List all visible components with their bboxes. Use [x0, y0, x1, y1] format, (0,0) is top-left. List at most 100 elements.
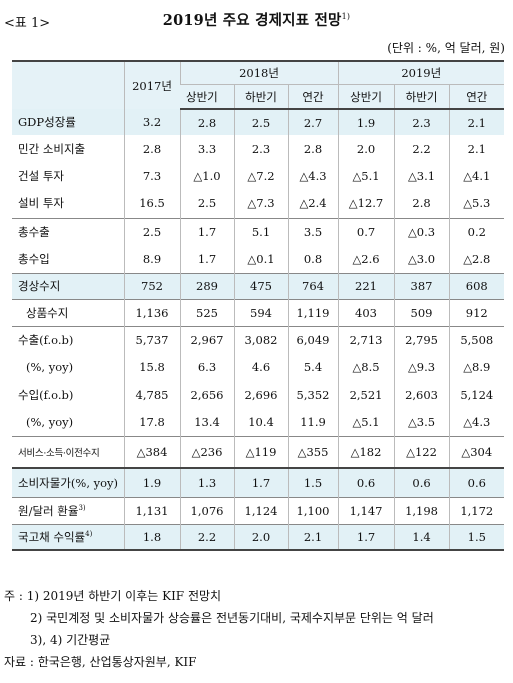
table-cell: 13.4 — [179, 408, 234, 436]
table-row: (%, yoy) 17.8 13.4 10.4 11.9 △5.1 △3.5 △4.3 — [12, 408, 505, 436]
row-label: 총수입 — [12, 245, 124, 273]
row-label: (%, yoy) — [12, 353, 124, 381]
row-label: GDP성장률 — [12, 109, 124, 135]
table-cell: 0.2 — [448, 217, 505, 245]
row-label-text: 수출(f.o.b) — [18, 332, 74, 347]
table-cell: △7.2 — [233, 162, 288, 189]
table-cell: 1,147 — [337, 496, 395, 524]
economic-indicators-table: 2017년 2018년 2019년 상반기 하반기 연간 상반기 하반기 연간 … — [12, 60, 505, 551]
table-cell: 1.7 — [337, 523, 395, 551]
table-cell: 5.4 — [287, 353, 339, 381]
unit-label: (단위 : %, 억 달러, 원) — [387, 41, 505, 55]
table-cell: 1.7 — [179, 217, 234, 245]
table-cell: 2.1 — [448, 135, 505, 162]
table-cell: △5.3 — [448, 189, 505, 218]
row-footnote: 3) — [78, 503, 86, 512]
table-cell: △2.4 — [287, 189, 339, 218]
row-label-text: 경상수지 — [18, 279, 61, 293]
table-cell: △1.0 — [179, 162, 234, 189]
table-cell: 11.9 — [287, 408, 339, 436]
table-cell: 912 — [448, 298, 505, 326]
table-cell: 1,131 — [123, 496, 180, 524]
table-cell: 509 — [393, 298, 450, 326]
table-cell: △0.3 — [393, 217, 450, 245]
table-cell: △4.3 — [448, 408, 505, 436]
table-row: 국고채 수익률4) 1.8 2.2 2.0 2.1 1.7 1.4 1.5 — [12, 523, 505, 551]
table-cell: 2.8 — [179, 109, 234, 135]
table-cell: 752 — [123, 272, 180, 299]
table-row: 총수입 8.9 1.7 △0.1 0.8 △2.6 △3.0 △2.8 — [12, 245, 505, 273]
table-header: <표 1> 2019년 주요 경제지표 전망1) — [0, 0, 513, 40]
row-label: 국고채 수익률4) — [12, 523, 124, 551]
table-cell: 4,785 — [123, 381, 180, 408]
table-row: 수출(f.o.b) 5,737 2,967 3,082 6,049 2,713 2,795 5… — [12, 325, 505, 353]
row-label-text: 건설 투자 — [18, 168, 64, 183]
col-2019-annual: 연간 — [448, 84, 505, 110]
row-label: (%, yoy) — [12, 408, 124, 436]
table-cell: △2.8 — [448, 245, 505, 273]
table-cell: △2.6 — [337, 245, 395, 273]
table-cell: 1,124 — [233, 496, 288, 524]
table-cell: △7.3 — [233, 189, 288, 218]
row-footnote: 4) — [85, 529, 93, 538]
table-row: 총수출 2.5 1.7 5.1 3.5 0.7 △0.3 0.2 — [12, 217, 505, 245]
table-cell: 5,737 — [123, 325, 180, 353]
footnotes: 주 : 1) 2019년 하반기 이후는 KIF 전망치 2) 국민계정 및 소… — [4, 585, 434, 673]
col-2018: 2018년 — [179, 60, 339, 85]
row-label: 설비 투자 — [12, 189, 124, 218]
table-cell: 1,076 — [179, 496, 234, 524]
table-cell: 0.8 — [287, 245, 339, 273]
table-cell: 6.3 — [179, 353, 234, 381]
table-cell: 5,508 — [448, 325, 505, 353]
row-label-text: (%, yoy) — [26, 360, 74, 374]
table-cell: 2,795 — [393, 325, 450, 353]
table-cell: △355 — [287, 435, 339, 468]
table-cell: △182 — [337, 435, 395, 468]
table-cell: 3.2 — [123, 109, 180, 135]
table-cell: △119 — [233, 435, 288, 468]
col-2019-h1: 상반기 — [337, 84, 395, 110]
table-cell: 3.3 — [179, 135, 234, 162]
table-cell: 2.1 — [448, 109, 505, 135]
corner-cell — [12, 60, 124, 109]
table-cell: 1,172 — [448, 496, 505, 524]
table-cell: △3.5 — [393, 408, 450, 436]
row-label: 수출(f.o.b) — [12, 325, 124, 353]
col-2018-annual: 연간 — [287, 84, 339, 110]
title-text: 2019년 주요 경제지표 전망 — [162, 12, 342, 29]
row-label-text: GDP성장률 — [18, 115, 76, 129]
table-cell: 1.3 — [179, 467, 234, 497]
table-cell: 1.5 — [287, 467, 339, 497]
page-title: 2019년 주요 경제지표 전망1) — [0, 9, 513, 30]
table-cell: 1.7 — [233, 467, 288, 497]
row-label: 건설 투자 — [12, 162, 124, 189]
table-cell: △384 — [123, 435, 180, 468]
table-cell: 0.6 — [337, 467, 395, 497]
table-cell: 1.4 — [393, 523, 450, 551]
table-cell: 2,713 — [337, 325, 395, 353]
table-cell: △3.0 — [393, 245, 450, 273]
row-label-text: 설비 투자 — [18, 196, 64, 211]
table-cell: 2,603 — [393, 381, 450, 408]
table-cell: 2.0 — [337, 135, 395, 162]
table-cell: 0.7 — [337, 217, 395, 245]
table-cell: 3.5 — [287, 217, 339, 245]
row-label: 경상수지 — [12, 272, 124, 299]
table-row: (%, yoy) 15.8 6.3 4.6 5.4 △8.5 △9.3 △8.9 — [12, 353, 505, 381]
table-cell: 2.5 — [123, 217, 180, 245]
table-cell: 2.8 — [287, 135, 339, 162]
col-2019: 2019년 — [337, 60, 505, 85]
table-cell: △3.1 — [393, 162, 450, 189]
table-cell: △122 — [393, 435, 450, 468]
table-cell: 594 — [233, 298, 288, 326]
table-cell: 17.8 — [123, 408, 180, 436]
table-row: 상품수지 1,136 525 594 1,119 403 509 912 — [12, 298, 505, 326]
table-cell: 3,082 — [233, 325, 288, 353]
table-cell: △5.1 — [337, 162, 395, 189]
footnote-2: 2) 국민계정 및 소비자물가 상승률은 전년동기대비, 국제수지부문 단위는 … — [30, 611, 434, 625]
table-cell: 2.7 — [287, 109, 339, 135]
row-label-text: 총수출 — [18, 224, 50, 239]
table-cell: 7.3 — [123, 162, 180, 189]
table-cell: 2.0 — [233, 523, 288, 551]
col-2018-h2: 하반기 — [233, 84, 288, 110]
